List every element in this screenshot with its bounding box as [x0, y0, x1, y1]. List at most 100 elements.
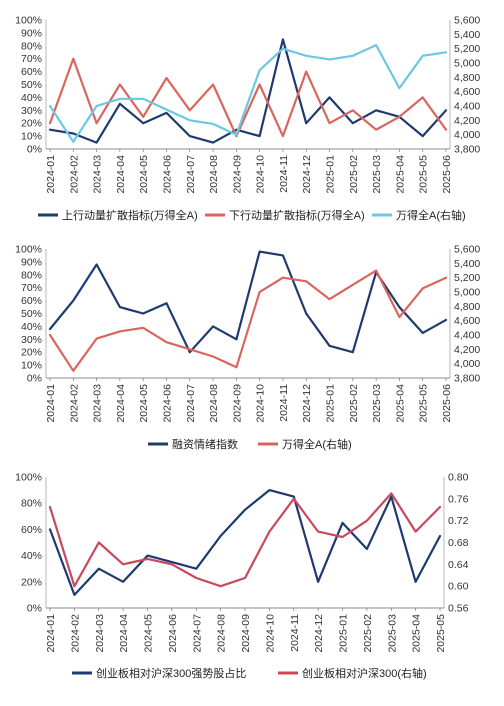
x-tick-label: 2024-08 — [216, 614, 228, 653]
x-tick-label: 2025-03 — [371, 155, 383, 194]
x-tick-label: 2024-10 — [255, 384, 267, 423]
x-tick-label: 2025-02 — [348, 384, 360, 423]
x-tick-label: 2025-04 — [394, 384, 406, 423]
legend-label: 上行动量扩散指标(万得全A) — [62, 208, 198, 222]
y-right-tick-label: 5,400 — [454, 29, 480, 41]
series-line-0 — [48, 250, 448, 354]
x-tick-label: 2024-04 — [115, 384, 127, 423]
y-right-tick-label: 4,800 — [454, 72, 480, 84]
x-tick-label: 2024-05 — [138, 155, 150, 194]
x-tick-label: 2024-02 — [68, 155, 80, 194]
x-tick-label: 2024-07 — [185, 384, 197, 423]
legend-item: 上行动量扩散指标(万得全A) — [38, 208, 198, 222]
series-line-1 — [48, 57, 448, 138]
x-tick-label: 2024-11 — [278, 155, 290, 193]
legend-label: 万得全A(右轴) — [396, 208, 466, 222]
y-right-tick-label: 0.56 — [448, 603, 469, 615]
x-tick-label: 2025-05 — [418, 155, 430, 194]
y-left-tick-label: 80% — [21, 269, 42, 281]
y-left-tick-label: 100% — [15, 15, 42, 27]
x-tick-label: 2024-01 — [45, 614, 57, 653]
y-right-tick-label: 0.60 — [448, 581, 469, 593]
x-tick-label: 2024-04 — [118, 614, 130, 653]
x-tick-label: 2024-12 — [301, 384, 313, 423]
x-tick-label: 2024-10 — [255, 155, 267, 194]
y-left-tick-label: 80% — [21, 40, 42, 52]
y-left-tick-label: 70% — [21, 53, 42, 65]
chart-chinext-strength: 0%20%40%60%80%100%0.560.600.640.680.720.… — [15, 472, 468, 681]
x-axis-ticks: 2024-01 2024-02 2024-03 2024-04 2024-05 2024-… — [45, 149, 453, 194]
x-tick-label: 2024-09 — [231, 155, 243, 194]
x-tick-label: 2025-03 — [386, 614, 398, 653]
y-right-tick-label: 0.68 — [448, 537, 469, 549]
y-right-tick-label: 4,000 — [454, 129, 480, 141]
x-tick-label: 2025-04 — [394, 155, 406, 194]
x-tick-label: 2025-01 — [325, 384, 337, 423]
y-left-tick-label: 90% — [21, 27, 42, 39]
legend-label: 下行动量扩散指标(万得全A) — [229, 208, 365, 222]
x-tick-label: 2025-05 — [418, 384, 430, 423]
y-right-tick-label: 5,600 — [454, 244, 480, 256]
y-right-tick-label: 5,400 — [454, 258, 480, 270]
x-tick-label: 2024-06 — [161, 155, 173, 194]
x-tick-label: 2024-01 — [45, 384, 57, 423]
legend-label: 创业板相对沪深300强势股占比 — [96, 666, 246, 680]
y-left-tick-label: 0% — [27, 373, 42, 385]
y-left-tick-label: 20% — [21, 118, 42, 130]
legend-label: 万得全A(右轴) — [282, 437, 352, 451]
series-line-1 — [48, 492, 442, 588]
legend: 创业板相对沪深300强势股占比 创业板相对沪深300(右轴) — [72, 666, 427, 680]
y-left-tick-label: 0% — [27, 603, 42, 615]
x-tick-label: 2024-07 — [191, 614, 203, 653]
y-right-tick-label: 4,200 — [454, 344, 480, 356]
x-tick-label: 2024-07 — [185, 155, 197, 194]
x-tick-label: 2025-01 — [338, 614, 350, 653]
legend: 融资情绪指数 万得全A(右轴) — [148, 437, 352, 451]
x-tick-label: 2024-05 — [143, 614, 155, 653]
y-right-tick-label: 0.72 — [448, 515, 469, 527]
y-right-tick-label: 4,400 — [454, 101, 480, 113]
y-left-tick-label: 40% — [21, 321, 42, 333]
y-left-tick-label: 30% — [21, 105, 42, 117]
y-right-tick-label: 5,000 — [454, 287, 480, 299]
y-axis-right-ticks: 0.56 0.60 0.64 0.68 0.72 0.76 0.80 — [448, 472, 469, 615]
y-axis-left-ticks: 0% 20% 40% 60% 80% 100% — [15, 472, 42, 615]
y-right-tick-label: 0.64 — [448, 559, 469, 571]
x-tick-label: 2024-05 — [138, 384, 150, 423]
plot-frame — [45, 20, 451, 150]
y-right-tick-label: 5,200 — [454, 43, 480, 55]
y-axis-left-ticks: 0%10%20%30%40%50%60%70%80%90%100% — [15, 15, 42, 156]
y-right-tick-label: 4,600 — [454, 315, 480, 327]
x-tick-label: 2024-03 — [92, 155, 104, 194]
y-axis-right-ticks: 3,800 4,000 4,200 4,400 4,600 4,800 5,000 5,200… — [454, 15, 480, 156]
y-left-tick-label: 30% — [21, 334, 42, 346]
y-left-tick-label: 70% — [21, 282, 42, 294]
legend-item: 万得全A(右轴) — [258, 437, 352, 451]
x-tick-label: 2024-11 — [289, 614, 301, 652]
y-left-tick-label: 10% — [21, 131, 42, 143]
x-tick-label: 2024-11 — [278, 384, 290, 422]
y-left-tick-label: 50% — [21, 79, 42, 91]
y-right-tick-label: 4,400 — [454, 330, 480, 342]
series-line-2 — [48, 43, 448, 143]
y-left-tick-label: 40% — [21, 92, 42, 104]
y-left-tick-label: 90% — [21, 256, 42, 268]
x-tick-label: 2024-04 — [115, 155, 127, 194]
x-tick-label: 2025-03 — [371, 384, 383, 423]
x-tick-label: 2025-02 — [348, 155, 360, 194]
y-left-tick-label: 40% — [21, 550, 42, 562]
y-right-tick-label: 5,600 — [454, 15, 480, 27]
legend-item: 创业板相对沪深300强势股占比 — [72, 666, 246, 680]
x-tick-label: 2024-02 — [69, 614, 81, 653]
x-tick-label: 2024-03 — [92, 384, 104, 423]
y-left-tick-label: 60% — [21, 66, 42, 78]
y-left-tick-label: 0% — [27, 144, 42, 156]
legend-item: 万得全A(右轴) — [372, 208, 466, 222]
x-tick-label: 2024-08 — [208, 384, 220, 423]
x-tick-label: 2024-09 — [240, 614, 252, 653]
y-right-tick-label: 5,200 — [454, 272, 480, 284]
plot-frame — [45, 249, 451, 379]
y-right-tick-label: 0.80 — [448, 472, 469, 484]
legend: 上行动量扩散指标(万得全A) 下行动量扩散指标(万得全A) 万得全A(右轴) — [38, 208, 466, 222]
